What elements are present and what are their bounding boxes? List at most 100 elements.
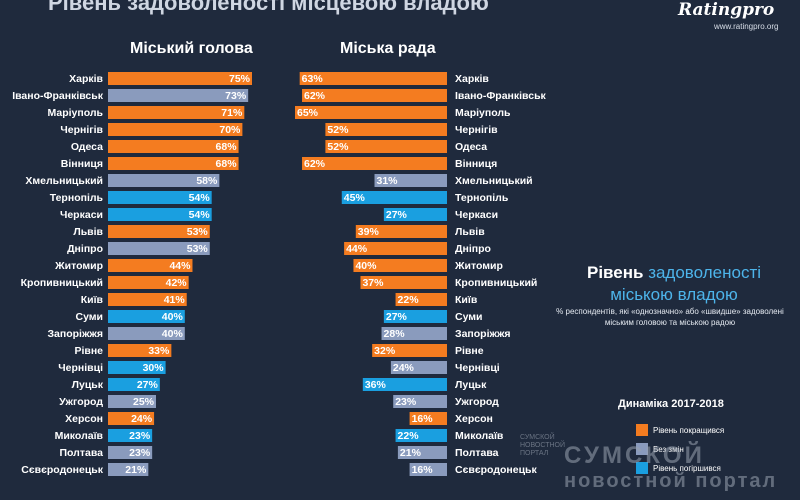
council-city-label: Полтава: [455, 447, 499, 459]
mayor-city-label: Маріуполь: [47, 107, 103, 119]
mayor-value-label: 73%: [225, 90, 247, 102]
mayor-bar: [108, 429, 153, 442]
mayor-value-label: 68%: [216, 158, 238, 170]
council-value-label: 62%: [304, 158, 326, 170]
legend-item-no-change: Без змін: [636, 443, 684, 455]
mayor-city-label: Кропивницький: [21, 277, 103, 289]
council-bar: [397, 446, 447, 459]
mayor-bar: [108, 174, 220, 187]
council-city-label: Львів: [455, 226, 485, 238]
mayor-value-label: 75%: [229, 73, 251, 85]
mayor-bar: [108, 412, 155, 425]
council-value-label: 27%: [386, 209, 408, 221]
mayor-city-label: Миколаїв: [55, 430, 104, 442]
mayor-city-label: Суми: [75, 311, 103, 323]
mayor-city-label: Чернігів: [60, 124, 103, 136]
mayor-value-label: 25%: [133, 396, 155, 408]
legend-item-worsened: Рівень погіршився: [636, 462, 721, 474]
mayor-bar: [108, 395, 156, 408]
council-city-label: Київ: [455, 294, 478, 306]
council-value-label: 28%: [384, 328, 406, 340]
council-value-label: 63%: [302, 73, 324, 85]
council-value-label: 16%: [412, 413, 434, 425]
legend-label-no-change: Без змін: [653, 444, 684, 454]
mayor-city-label: Полтава: [59, 447, 103, 459]
mayor-city-label: Харків: [69, 73, 103, 85]
mayor-city-label: Херсон: [65, 413, 103, 425]
council-city-label: Івано-Франківськ: [455, 90, 547, 102]
council-bar: [299, 72, 447, 85]
mayor-bar: [108, 72, 252, 85]
mayor-city-label: Черкаси: [60, 209, 103, 221]
council-value-label: 52%: [327, 141, 349, 153]
council-bar: [383, 208, 447, 221]
mayor-value-label: 53%: [187, 226, 209, 238]
mayor-value-label: 40%: [162, 311, 184, 323]
council-city-label: Миколаїв: [455, 430, 504, 442]
council-bar: [355, 225, 447, 238]
mayor-value-label: 68%: [216, 141, 238, 153]
council-city-label: Маріуполь: [455, 107, 511, 119]
council-city-label: Харків: [455, 73, 489, 85]
mayor-value-label: 58%: [196, 175, 218, 187]
mayor-city-label: Сєвєродонецьк: [21, 464, 103, 476]
mayor-city-label: Львів: [73, 226, 103, 238]
side-title: Рівень задоволеності міською владою: [560, 262, 788, 306]
council-bar: [374, 174, 447, 187]
mayor-city-label: Тернопіль: [50, 192, 104, 204]
mayor-value-label: 23%: [129, 447, 151, 459]
council-value-label: 23%: [395, 396, 417, 408]
council-city-label: Тернопіль: [455, 192, 509, 204]
legend-swatch-worsened: [636, 462, 648, 474]
council-value-label: 44%: [346, 243, 368, 255]
mayor-bar: [108, 361, 166, 374]
mayor-value-label: 33%: [148, 345, 170, 357]
council-city-label: Чернігів: [455, 124, 498, 136]
side-title-word2: задоволеності: [648, 263, 762, 282]
mayor-city-label: Ужгород: [59, 396, 103, 408]
council-value-label: 22%: [398, 430, 420, 442]
mayor-bar: [108, 225, 210, 238]
mayor-bar: [108, 123, 243, 136]
ratingpro-logo[interactable]: Ratingpro www.ratingpro.org: [678, 0, 778, 31]
council-bar: [395, 429, 447, 442]
mayor-bar: [108, 310, 185, 323]
council-value-label: 16%: [412, 464, 434, 476]
council-value-label: 40%: [355, 260, 377, 272]
council-bar: [393, 395, 447, 408]
page-title: Рівень задоволеності місцевою владою: [48, 0, 489, 15]
council-bar: [390, 361, 447, 374]
mayor-bar: [108, 157, 239, 170]
mayor-city-label: Івано-Франківськ: [12, 90, 104, 102]
mayor-city-label: Хмельницький: [25, 175, 103, 187]
council-bar: [353, 259, 447, 272]
mayor-bar: [108, 191, 212, 204]
council-city-label: Черкаси: [455, 209, 498, 221]
side-title-line2: міською владою: [610, 285, 738, 304]
mayor-value-label: 41%: [164, 294, 186, 306]
council-value-label: 39%: [358, 226, 380, 238]
mayor-value-label: 24%: [131, 413, 153, 425]
logo-text: Ratingpro: [678, 0, 775, 20]
mayor-city-label: Одеса: [71, 141, 103, 153]
mayor-value-label: 54%: [189, 209, 211, 221]
council-value-label: 52%: [327, 124, 349, 136]
mayor-value-label: 40%: [162, 328, 184, 340]
council-bar: [409, 412, 447, 425]
mayor-value-label: 54%: [189, 192, 211, 204]
mayor-city-label: Київ: [81, 294, 104, 306]
council-city-label: Херсон: [455, 413, 493, 425]
council-bar: [344, 242, 447, 255]
mayor-bar: [108, 463, 149, 476]
council-bar: [360, 276, 447, 289]
council-bar: [383, 310, 447, 323]
mayor-city-label: Житомир: [54, 260, 103, 272]
council-value-label: 62%: [304, 90, 326, 102]
mayor-value-label: 44%: [169, 260, 191, 272]
council-city-label: Одеса: [455, 141, 487, 153]
council-bar: [372, 344, 447, 357]
council-value-label: 21%: [400, 447, 422, 459]
council-city-label: Сєвєродонецьк: [455, 464, 537, 476]
mayor-value-label: 27%: [137, 379, 159, 391]
council-bar: [302, 89, 447, 102]
